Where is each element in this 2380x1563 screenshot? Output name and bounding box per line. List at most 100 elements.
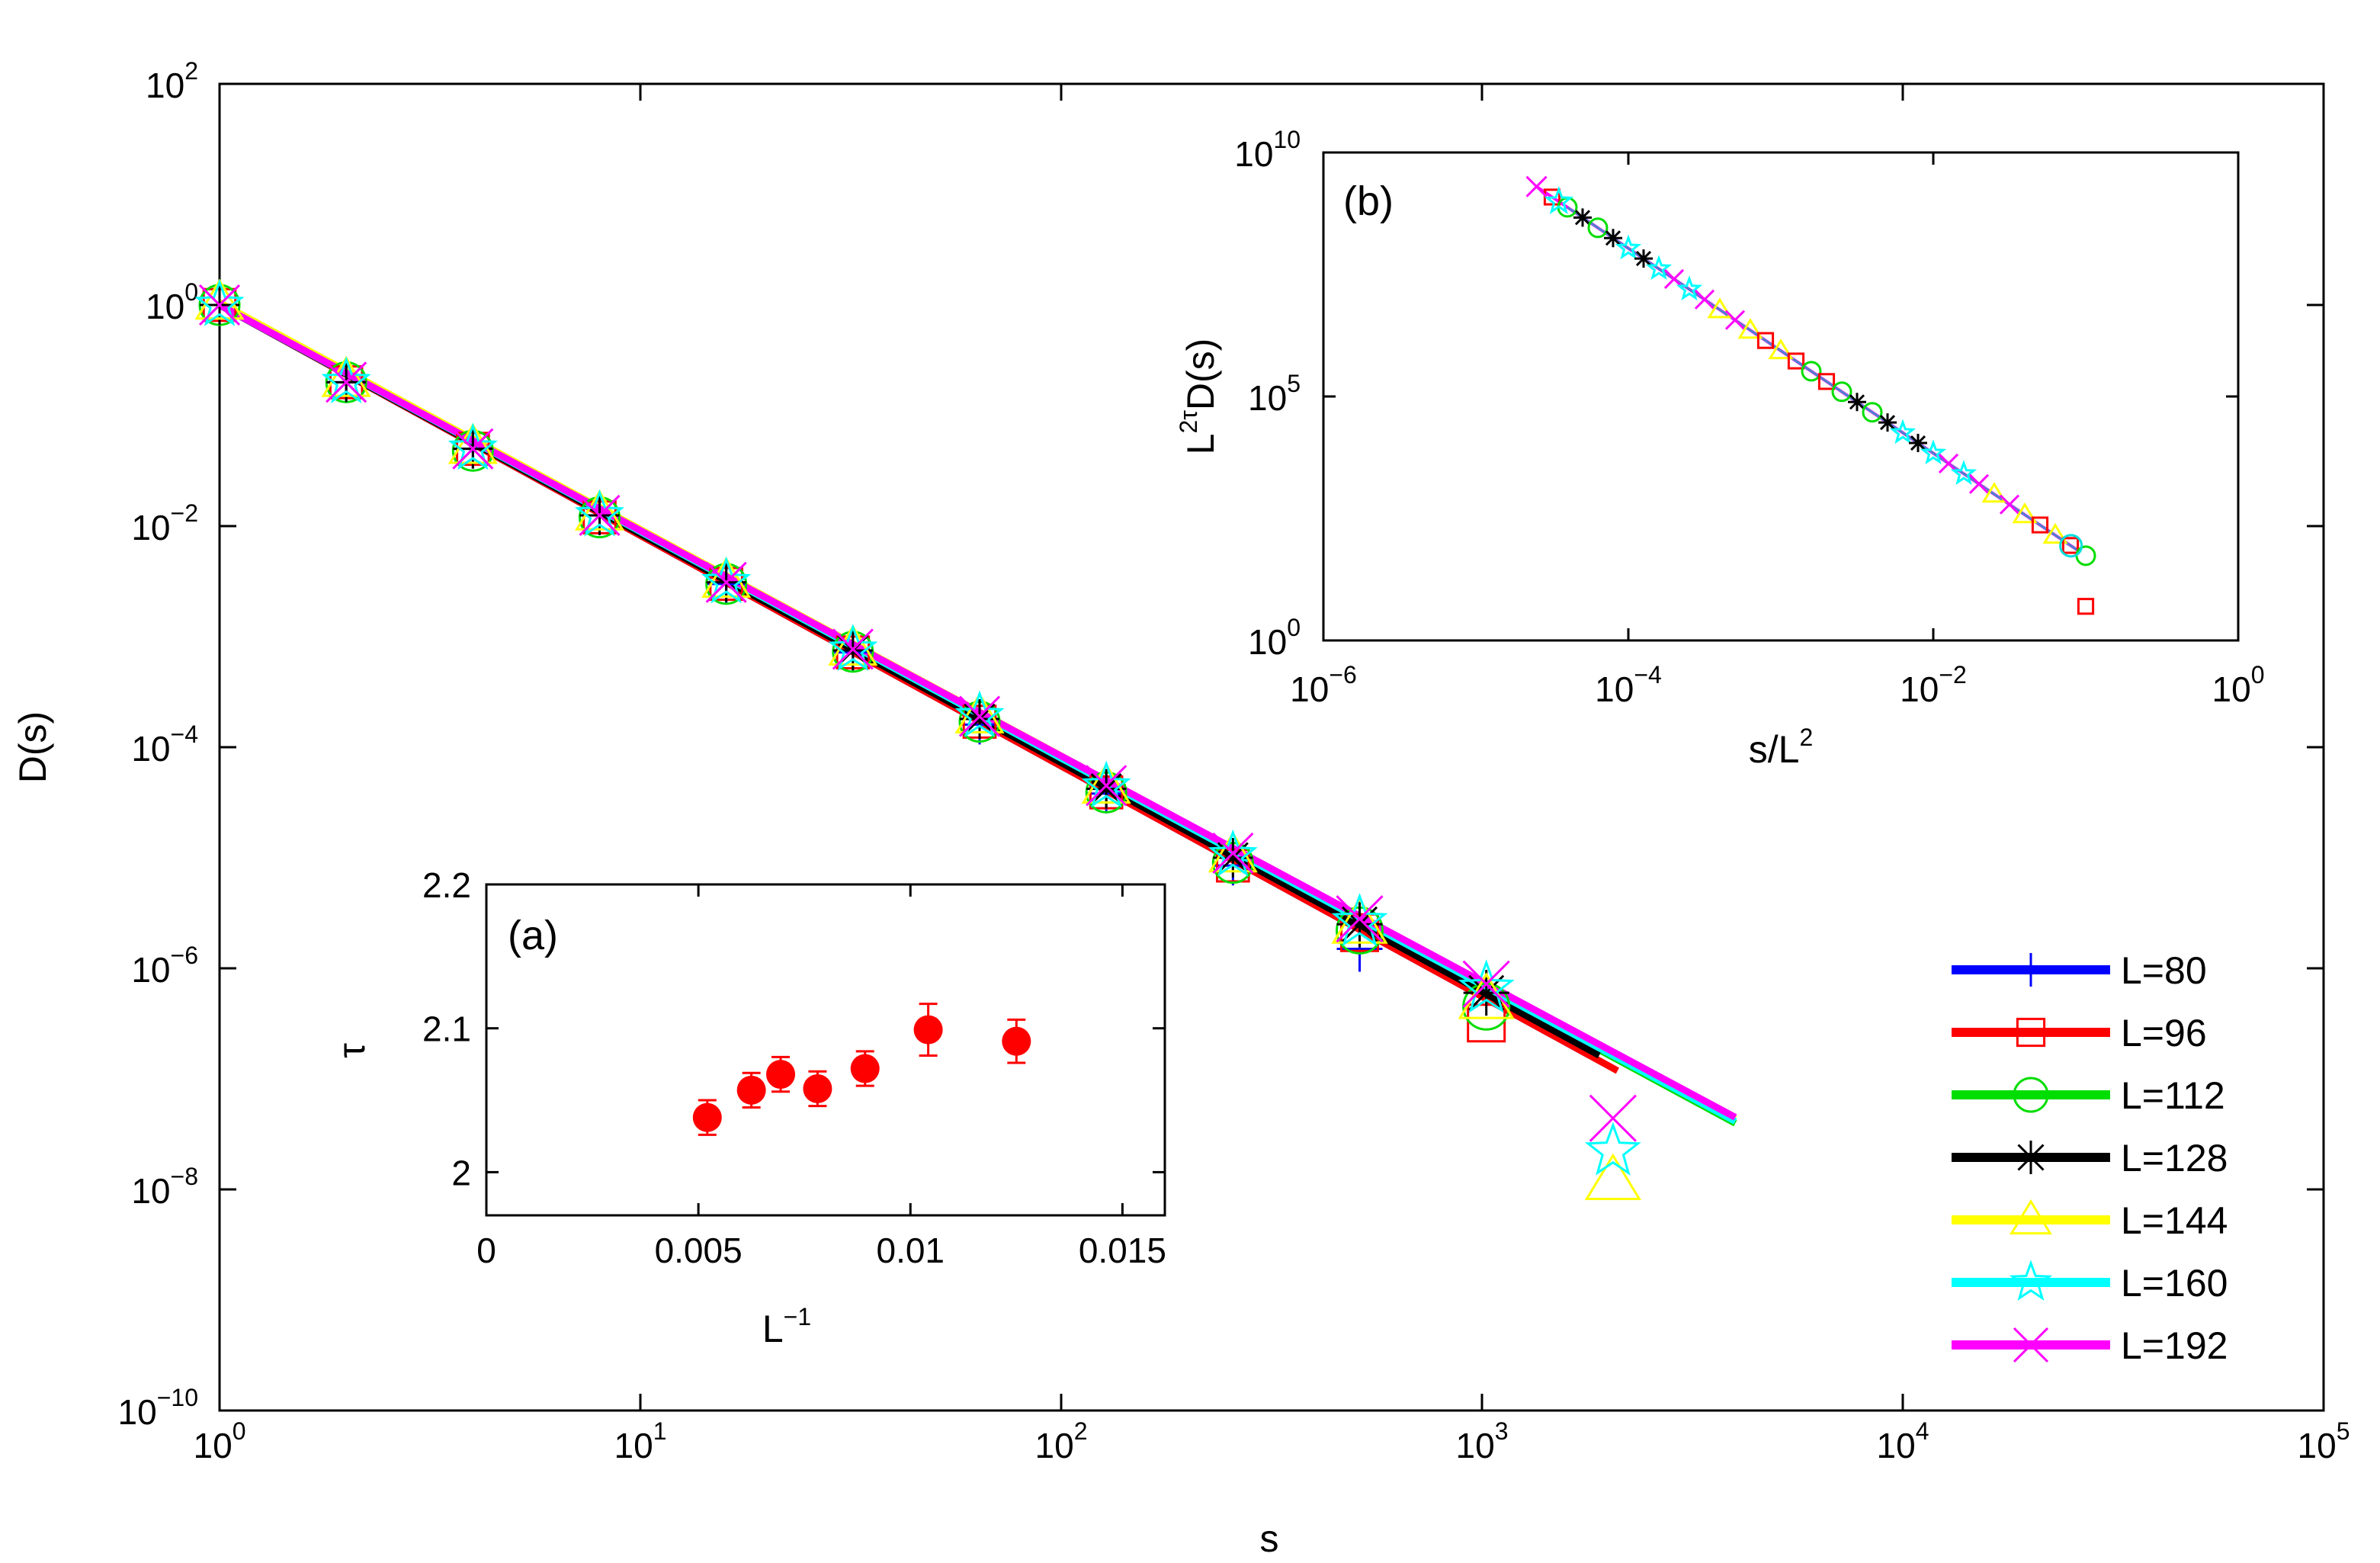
legend-label-L=192: L=192 bbox=[2121, 1324, 2228, 1367]
inset-b-x-axis-label-base: s/L bbox=[1749, 728, 1800, 771]
inset-b-marker bbox=[1801, 361, 1822, 382]
marker-L=160 bbox=[1081, 760, 1131, 808]
inset-a-point bbox=[803, 1074, 832, 1103]
inset-b-x-tick-label-base: 10 bbox=[2212, 669, 2251, 709]
inset-b-marker bbox=[1950, 460, 1977, 485]
legend-label-L=112: L=112 bbox=[2121, 1074, 2225, 1117]
inset-b-y-axis-label-base: L bbox=[1179, 434, 1222, 455]
inset-b-marker bbox=[1999, 494, 2020, 515]
marker-L=160 bbox=[1458, 959, 1515, 1013]
inset-b-x-axis-label-sup: 2 bbox=[1799, 724, 1813, 751]
inset-a-x-tick-label: 0.005 bbox=[655, 1231, 743, 1270]
legend-marker-L=160 bbox=[2009, 1260, 2053, 1301]
inset-b-marker bbox=[1676, 275, 1703, 301]
inset-b-marker bbox=[1573, 208, 1592, 227]
inset-b-marker bbox=[1787, 352, 1805, 370]
inset-b-y-tick-label-exponent: 5 bbox=[1287, 370, 1301, 397]
marker-L=144 bbox=[1208, 831, 1258, 873]
marker-L=128 bbox=[1463, 970, 1509, 1016]
marker-L=192 bbox=[1212, 832, 1254, 875]
legend-label-L=80: L=80 bbox=[2121, 949, 2207, 992]
legend-marker-L=80 bbox=[2014, 953, 2048, 987]
main-y-tick-label: 102 bbox=[146, 57, 198, 105]
inset-a-y-axis-label: τ bbox=[330, 1043, 373, 1058]
legend-marker-L=128 bbox=[2014, 1141, 2048, 1174]
marker-L=144 bbox=[574, 489, 625, 531]
inset-b-marker bbox=[2061, 537, 2080, 554]
main-y-tick-label: 100 bbox=[146, 278, 198, 326]
inset-b-y-tick-label-exponent: 0 bbox=[1287, 614, 1301, 641]
inset-b-collapse-data bbox=[1525, 175, 2096, 615]
inset-b-marker bbox=[1848, 393, 1866, 412]
marker-L=160 bbox=[701, 556, 752, 604]
inset-b-marker bbox=[2042, 522, 2068, 544]
marker-L=160 bbox=[954, 690, 1005, 738]
main-x-tick-label: 105 bbox=[2298, 1417, 2350, 1465]
marker-L=160 bbox=[828, 624, 878, 671]
inset-a-x-axis-label-base: L bbox=[762, 1308, 784, 1350]
marker-L=128 bbox=[960, 698, 1000, 739]
marker-L=192 bbox=[326, 361, 367, 403]
inset-b-marker bbox=[1817, 373, 1836, 390]
inset-b-marker bbox=[1587, 217, 1609, 239]
main-x-tick-label: 104 bbox=[1877, 1417, 1929, 1465]
marker-L=192 bbox=[705, 561, 747, 603]
main-y-axis-label: D(s) bbox=[11, 711, 54, 783]
inset-a-panel-label: (a) bbox=[508, 913, 558, 958]
main-y-tick-label-exponent: −2 bbox=[171, 499, 198, 527]
inset-b-marker-start-2 bbox=[1544, 186, 1574, 214]
legend-marker-L=144 bbox=[2010, 1199, 2052, 1235]
legend-marker-L=112 bbox=[2013, 1077, 2049, 1113]
main-x-tick-label: 100 bbox=[194, 1417, 246, 1465]
main-x-tick-label-exponent: 5 bbox=[2337, 1417, 2350, 1445]
main-x-tick-label: 101 bbox=[614, 1417, 667, 1465]
main-x-tick-label-base: 10 bbox=[614, 1426, 653, 1465]
legend-label-L=128: L=128 bbox=[2121, 1137, 2228, 1179]
marker-L=192 bbox=[958, 695, 1001, 737]
inset-b-frame bbox=[1322, 151, 2240, 642]
inset-b-marker bbox=[1920, 439, 1947, 465]
main-y-tick-label-base: 10 bbox=[131, 1171, 170, 1211]
inset-a-y-tick-label: 2 bbox=[451, 1153, 471, 1192]
main-y-tick-label-base: 10 bbox=[131, 950, 170, 990]
marker-L=128 bbox=[1336, 901, 1383, 948]
marker-L=192 bbox=[1462, 960, 1510, 1008]
main-x-tick-label-base: 10 bbox=[1877, 1426, 1916, 1465]
main-y-tick-label-exponent: −10 bbox=[157, 1384, 198, 1411]
inset-a-y-tick-label: 2.2 bbox=[422, 865, 471, 905]
main-x-tick-label-exponent: 4 bbox=[1916, 1417, 1929, 1445]
inset-a-point bbox=[1002, 1026, 1031, 1056]
marker-L=128 bbox=[1213, 838, 1253, 878]
main-y-tick-label: 10−4 bbox=[131, 721, 198, 769]
inset-b-y-tick-label: 105 bbox=[1248, 370, 1301, 418]
inset-b-marker bbox=[2031, 516, 2049, 534]
inset-b-marker bbox=[1724, 310, 1746, 330]
main-y-tick-label-base: 10 bbox=[131, 508, 170, 547]
inset-a-y-tick-label: 2.1 bbox=[422, 1009, 471, 1049]
legend-marker-L=192 bbox=[2013, 1327, 2049, 1363]
main-y-tick-label-base: 10 bbox=[131, 729, 170, 769]
inset-b-marker bbox=[1615, 234, 1642, 260]
main-y-tick-label: 10−6 bbox=[131, 942, 198, 990]
inset-b-marker bbox=[1862, 402, 1883, 423]
main-y-tick-label-exponent: −4 bbox=[171, 721, 198, 748]
inset-b-y-axis-label-sup: 2τ bbox=[1175, 410, 1202, 434]
inset-b-y-tick-label: 100 bbox=[1248, 614, 1301, 662]
inset-b-marker bbox=[2075, 545, 2096, 566]
inset-b-marker bbox=[1889, 419, 1917, 445]
main-x-tick-label-base: 10 bbox=[1035, 1426, 1074, 1465]
inset-b-y-tick-label-base: 10 bbox=[1248, 378, 1287, 418]
marker-L=144 bbox=[828, 624, 878, 666]
marker-L=144 bbox=[1584, 1153, 1642, 1201]
inset-b-marker bbox=[1768, 338, 1794, 360]
inset-b-y-axis-label: L2τD(s) bbox=[1175, 339, 1222, 455]
inset-b-x-tick-label: 100 bbox=[2212, 661, 2265, 709]
inset-a-x-axis-label-sup: −1 bbox=[784, 1303, 811, 1330]
marker-L=144 bbox=[321, 355, 371, 397]
inset-a-x-tick-label: 0.015 bbox=[1079, 1231, 1166, 1270]
main-x-tick-label-base: 10 bbox=[194, 1426, 233, 1465]
marker-L=160 bbox=[447, 422, 498, 470]
marker-L=192 bbox=[1086, 765, 1127, 807]
legend-label-L=160: L=160 bbox=[2121, 1262, 2228, 1305]
inset-b-marker bbox=[1968, 473, 1990, 494]
